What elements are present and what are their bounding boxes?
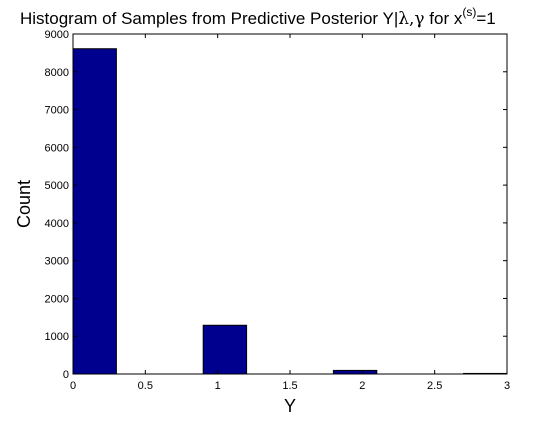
bars-group [72, 48, 508, 375]
chart-title-main: Histogram of Samples from Predictive Pos… [20, 9, 398, 28]
chart-title-greek: λ,γ [398, 9, 424, 29]
x-tick-label: 0.5 [138, 380, 153, 392]
y-tick-label: 1000 [45, 331, 69, 343]
x-tick-label: 2.5 [427, 380, 442, 392]
y-tick-label: 8000 [45, 67, 69, 79]
x-tick-label: 3 [504, 380, 510, 392]
histogram-bar [202, 324, 248, 375]
histogram-bar [72, 48, 117, 375]
y-tick-label: 5000 [45, 180, 69, 192]
axes-box [72, 33, 508, 375]
y-tick-label: 7000 [45, 105, 69, 117]
y-tick-label: 4000 [45, 218, 69, 230]
chart-title-end: =1 [476, 9, 495, 28]
y-tick-label: 2000 [45, 293, 69, 305]
histogram-bar [332, 369, 378, 375]
chart-title: Histogram of Samples from Predictive Pos… [20, 5, 496, 29]
x-tick-label: 1.5 [282, 380, 297, 392]
y-tick-label: 3000 [45, 256, 69, 268]
x-axis-label: Y [284, 396, 296, 416]
y-tick-label: 0 [63, 369, 69, 381]
x-tick-label: 0 [70, 380, 76, 392]
y-tick-label: 6000 [45, 142, 69, 154]
ticks-group: 0 0.5 1 1.5 2 2.5 3 0 1000 2000 3000 4000 5000 6000 70… [45, 29, 511, 392]
chart-title-rest: for x [425, 9, 463, 28]
x-tick-label: 2 [359, 380, 365, 392]
chart-title-sup: (s) [462, 5, 476, 19]
x-tick-label: 1 [215, 380, 221, 392]
y-tick-label: 9000 [45, 29, 69, 41]
y-axis-label: Count [14, 180, 34, 228]
